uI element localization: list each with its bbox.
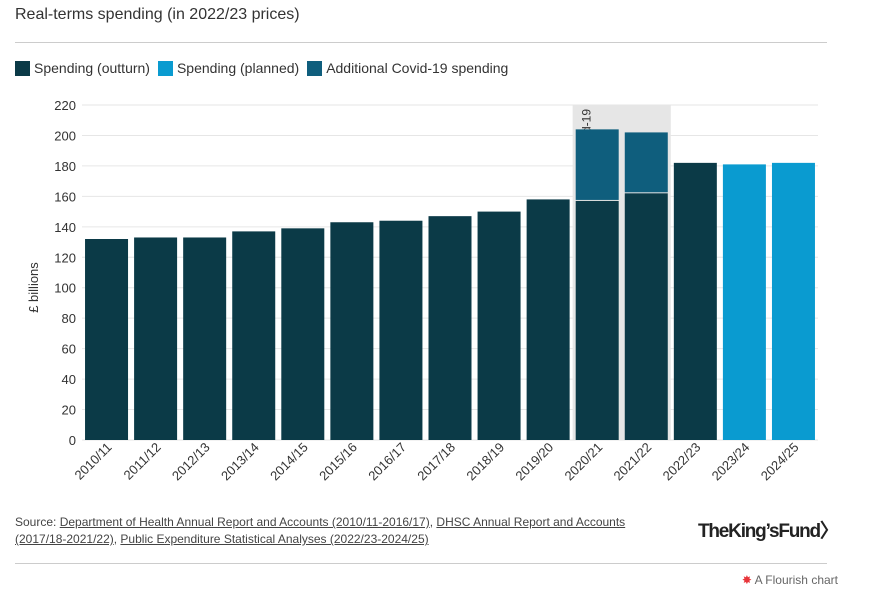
x-tick-label: 2012/13 bbox=[169, 440, 213, 484]
x-tick-label: 2018/19 bbox=[463, 440, 507, 484]
y-tick-label: 60 bbox=[62, 342, 76, 357]
kings-fund-logo[interactable]: TheKing’sFund〉 bbox=[698, 521, 839, 542]
flourish-label: A Flourish chart bbox=[754, 573, 838, 587]
bar-spending-outturn--2022-23 bbox=[673, 162, 717, 440]
x-tick-label: 2019/20 bbox=[512, 440, 556, 484]
bar-chart: Covid-19020406080100120140160180200220£ … bbox=[26, 98, 818, 484]
flourish-credit[interactable]: ✸ A Flourish chart bbox=[742, 573, 838, 587]
bar-spending-outturn--2019-20 bbox=[526, 199, 570, 440]
legend-swatch bbox=[157, 60, 173, 76]
x-tick-label: 2010/11 bbox=[71, 440, 114, 483]
bar-additional-covid-19-spending-2020-21 bbox=[575, 129, 619, 200]
x-tick-label: 2013/14 bbox=[218, 440, 262, 484]
bar-spending-planned--2024-25 bbox=[771, 162, 815, 440]
y-tick-label: 140 bbox=[54, 220, 76, 235]
x-tick-label: 2020/21 bbox=[561, 440, 605, 484]
bar-spending-outturn--2018-19 bbox=[477, 211, 521, 440]
y-tick-label: 100 bbox=[54, 281, 76, 296]
x-tick-label: 2017/18 bbox=[414, 440, 458, 484]
legend-item-outturn[interactable]: Spending (outturn) bbox=[15, 60, 150, 76]
bar-spending-outturn--2020-21 bbox=[575, 200, 619, 440]
x-tick-label: 2016/17 bbox=[365, 440, 409, 484]
bar-spending-outturn--2015-16 bbox=[330, 222, 374, 440]
bar-spending-planned--2023-24 bbox=[722, 164, 766, 441]
bar-spending-outturn--2014-15 bbox=[281, 228, 325, 440]
y-tick-label: 220 bbox=[54, 98, 76, 113]
legend-label: Additional Covid-19 spending bbox=[326, 60, 509, 76]
source-prefix: Source: bbox=[15, 515, 60, 529]
source-link-2[interactable]: DHSC Annual Report and Accounts (2017/18… bbox=[15, 515, 626, 546]
legend-label: Spending (outturn) bbox=[34, 60, 150, 76]
y-tick-label: 20 bbox=[62, 403, 76, 418]
legend-swatch bbox=[15, 60, 30, 76]
y-tick-label: 180 bbox=[54, 159, 76, 174]
x-tick-label: 2015/16 bbox=[316, 440, 360, 484]
y-tick-label: 200 bbox=[54, 128, 76, 143]
x-tick-label: 2023/24 bbox=[709, 440, 753, 484]
y-tick-label: 40 bbox=[62, 372, 76, 387]
legend-swatch bbox=[307, 60, 323, 76]
chart-title: Real-terms spending (in 2022/23 prices) bbox=[15, 6, 300, 23]
legend-label: Spending (planned) bbox=[176, 60, 300, 76]
x-tick-label: 2011/12 bbox=[121, 440, 164, 483]
bar-spending-outturn--2017-18 bbox=[428, 216, 472, 440]
bar-spending-outturn--2013-14 bbox=[232, 231, 276, 440]
x-tick-label: 2021/22 bbox=[611, 440, 655, 484]
divider bbox=[15, 563, 827, 564]
bar-additional-covid-19-spending-2021-22 bbox=[624, 132, 668, 193]
bar-spending-outturn--2010-11 bbox=[85, 239, 129, 440]
flourish-icon: ✸ bbox=[741, 573, 752, 587]
x-tick-label: 2022/23 bbox=[660, 440, 704, 484]
y-axis-label: £ billions bbox=[26, 262, 41, 313]
source-note: Source: Department of Health Annual Repo… bbox=[15, 515, 626, 546]
y-tick-label: 0 bbox=[69, 433, 76, 448]
bar-spending-outturn--2021-22 bbox=[624, 193, 668, 440]
x-tick-label: 2014/15 bbox=[267, 440, 311, 484]
y-tick-label: 160 bbox=[54, 189, 76, 204]
y-tick-label: 80 bbox=[62, 311, 76, 326]
y-tick-label: 120 bbox=[54, 250, 76, 265]
x-tick-label: 2024/25 bbox=[758, 440, 802, 484]
source-link-1[interactable]: Department of Health Annual Report and A… bbox=[59, 515, 430, 529]
legend-item-covid[interactable]: Additional Covid-19 spending bbox=[307, 60, 508, 76]
source-link-3[interactable]: Public Expenditure Statistical Analyses … bbox=[120, 532, 429, 546]
bar-spending-outturn--2012-13 bbox=[183, 237, 227, 440]
divider bbox=[15, 42, 827, 43]
legend: Spending (outturn) Spending (planned) Ad… bbox=[15, 60, 508, 76]
bar-spending-outturn--2016-17 bbox=[379, 220, 423, 440]
legend-item-planned[interactable]: Spending (planned) bbox=[157, 60, 300, 76]
bar-spending-outturn--2011-12 bbox=[134, 237, 178, 440]
